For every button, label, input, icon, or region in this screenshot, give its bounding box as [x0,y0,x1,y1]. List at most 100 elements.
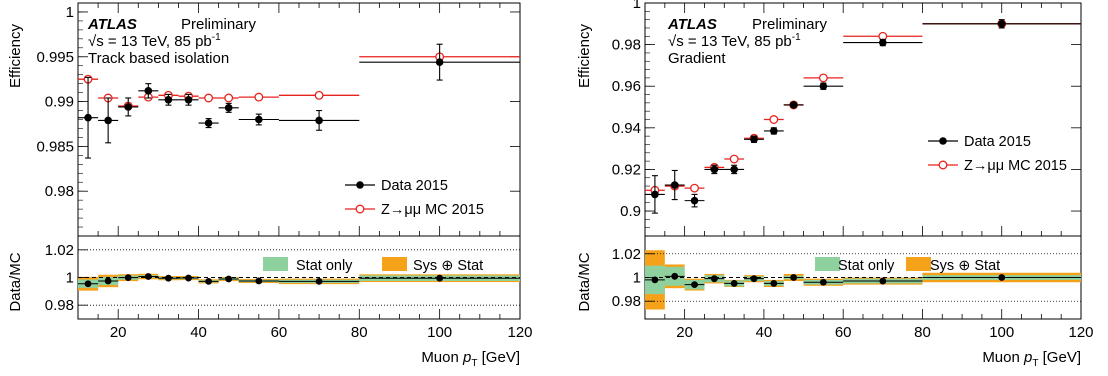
x-tick-label: 60 [271,324,288,341]
ratio-markers [78,273,520,288]
legend-data-marker [939,137,947,145]
ratio-point [671,272,679,280]
x-tick-label: 80 [351,324,368,341]
y-tick-label: 1 [66,4,74,21]
y-axis-label: Efficiency [7,24,24,88]
legend-stat-label: Stat only [296,258,353,274]
ratio-point [144,273,152,280]
legend-mc-label: Z→μμ MC 2015 [381,202,484,218]
axis-ticks: 20 40 60 80 100 120 0.9 0.92 0.94 0.96 0.98 1 0.98 1 1… [612,0,1094,341]
selection-label: Track based isolation [88,50,229,67]
status-label: Preliminary [752,16,828,33]
ratio-y-tick-label: 1.02 [45,242,74,259]
legend-sys-swatch [906,257,931,271]
ratio-point [225,275,233,283]
mc-point [818,73,828,83]
y-tick-label: 1 [633,0,641,12]
y-tick-label: 0.96 [612,78,641,95]
ratio-point [750,275,758,283]
legend-mc-label: Z→μμ MC 2015 [964,158,1067,174]
ratio-y-tick-label: 1 [633,270,641,287]
mc-point [224,93,234,103]
x-tick-label: 20 [110,324,127,341]
data-markers [645,19,1081,214]
x-tick-label: 80 [914,324,931,341]
y-tick-label: 0.9 [620,203,641,220]
ratio-point [730,280,738,287]
axis-ticks: 20 40 60 80 100 120 0.98 0.985 0.99 0.995 1 0.98 1 1.… [36,3,533,341]
energy-label: √s = 13 TeV, 85 pb-1 [88,32,221,50]
legend-data-label: Data 2015 [964,134,1031,150]
ratio-point [819,278,827,286]
legend-mc-marker [938,160,948,170]
legend-sys-label: Sys ⊕ Stat [930,258,1000,274]
atlas-label: ATLAS [87,16,137,33]
selection-label: Gradient [668,50,726,67]
y-tick-label: 0.98 [612,37,641,54]
atlas-label: ATLAS [667,16,717,33]
ratio-y-tick-label: 0.98 [45,297,74,314]
x-tick-label: 100 [989,324,1014,341]
x-tick-label: 40 [756,324,773,341]
x-tick-label: 20 [676,324,693,341]
mc-point [204,93,214,103]
data-point [144,87,153,95]
data-point [730,165,738,174]
y-tick-label: 0.995 [36,49,74,66]
left-panel: 20 40 60 80 100 120 0.98 0.985 0.99 0.995 1 0.98 1 1.… [7,2,533,369]
data-point [789,101,798,109]
legend-stat-label: Stat only [838,258,895,274]
legend-stat-swatch [815,257,840,271]
data-point [124,103,133,111]
ratio-reference-lines [78,249,520,306]
data-point [84,113,92,122]
x-tick-label: 100 [427,324,452,341]
data-point [255,115,263,124]
legend-data-marker [356,181,364,189]
ratio-point [185,274,192,282]
ratio-point [790,274,798,281]
legend: Data 2015 Z→μμ MC 2015 Stat only Sys ⊕ S… [263,178,484,274]
data-point [104,116,112,125]
data-point [184,95,193,104]
y-tick-label: 0.92 [612,161,641,178]
y-tick-label: 0.99 [45,94,74,111]
y-axis-label: Efficiency [576,24,593,88]
mc-point [729,154,739,164]
data-point [879,38,887,47]
ratio-point [710,275,718,283]
y-tick-label: 0.94 [612,120,641,137]
ratio-point [651,276,659,284]
ratio-point [165,274,172,282]
ratio-markers [645,272,1081,289]
legend: Data 2015 Z→μμ MC 2015 Stat only Sys ⊕ S… [815,134,1067,274]
x-axis-label: Muon pT [GeV] [982,349,1081,369]
ratio-reference-lines [645,253,1081,302]
energy-label: √s = 13 TeV, 85 pb-1 [668,32,801,50]
data-point [710,165,719,174]
status-label: Preliminary [181,16,257,33]
right-panel: 20 40 60 80 100 120 0.9 0.92 0.94 0.96 0.98 1 0.98 1 1… [576,0,1094,369]
ratio-point [205,277,212,285]
ratio-point [436,274,444,282]
data-point [315,116,323,125]
ratio-point [691,281,698,289]
data-point [651,190,659,199]
data-markers [78,43,520,159]
ratio-point [255,277,263,285]
mc-point [254,92,264,102]
data-point [670,181,679,189]
ratio-y-axis-label: Data/MC [576,252,593,311]
mc-point [314,90,324,100]
ratio-point [315,277,323,285]
data-point [997,20,1006,28]
ratio-point [124,274,132,282]
data-point [204,119,213,127]
data-point [819,82,828,91]
ratio-y-tick-label: 1.02 [612,246,641,263]
x-tick-label: 120 [507,324,532,341]
data-point [770,127,778,135]
x-tick-label: 60 [835,324,852,341]
ratio-point [104,277,112,285]
